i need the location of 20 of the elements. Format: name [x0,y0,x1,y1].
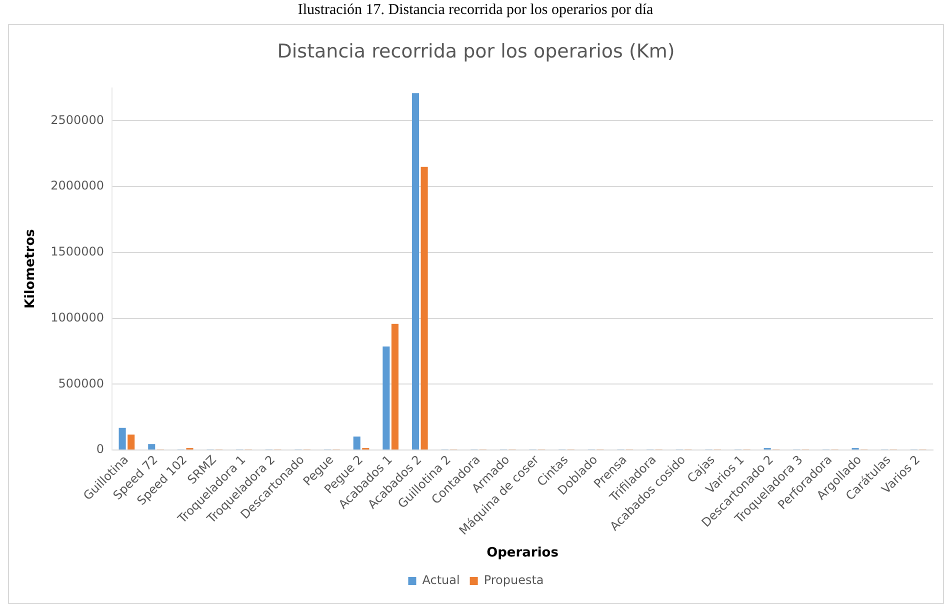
bar [148,444,156,450]
bar [412,93,420,450]
legend-label: Propuesta [484,573,544,588]
y-tick-label: 500000 [58,376,104,390]
y-tick-label: 1000000 [50,310,104,324]
bar [420,166,428,450]
y-tick-label: 0 [96,442,104,456]
bar [382,346,390,450]
bar [391,324,398,450]
y-tick-label: 1500000 [50,244,104,259]
legend-label: Actual [422,573,460,588]
text: Ilustración 17. Distancia recorrida por los operarios por día [296,2,654,19]
chart-title: Distancia recorrida por los operarios (Km) [277,40,675,62]
x-axis-title: Operarios [486,546,559,561]
bar [353,436,360,450]
bar [128,434,135,450]
y-axis-title: Kilometros [23,228,38,309]
y-tick-label: 2500000 [50,112,104,127]
y-tick-label: 2000000 [50,178,104,193]
bar [118,428,126,450]
